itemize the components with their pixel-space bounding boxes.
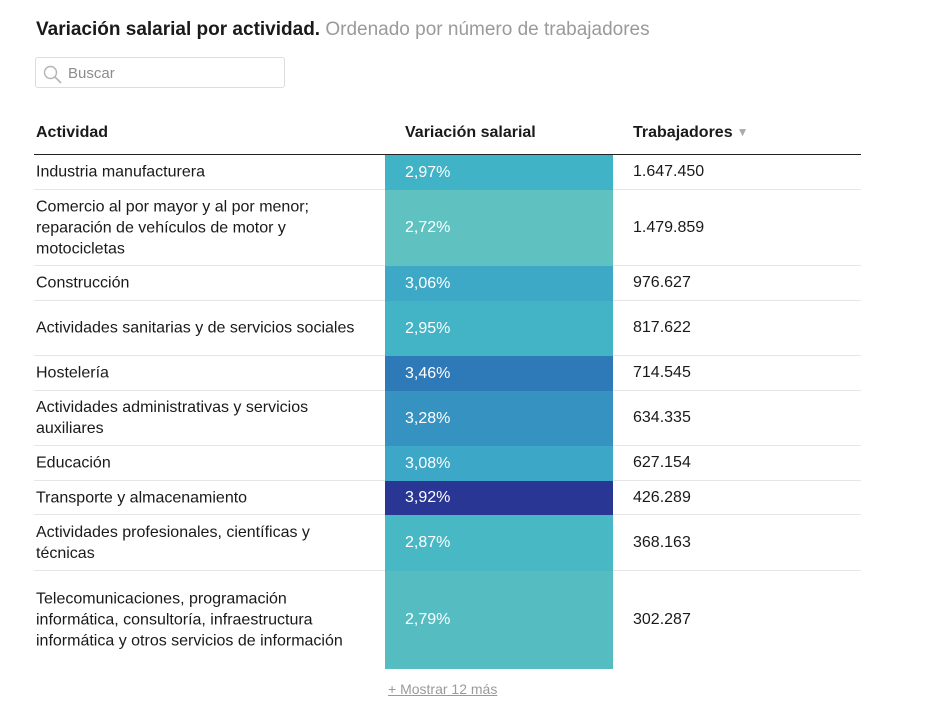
cell-trabajadores: 1.647.450 bbox=[633, 163, 705, 180]
show-more-link[interactable]: + Mostrar 12 más bbox=[388, 681, 498, 697]
data-table: Actividad Variación salarial Trabajadore… bbox=[34, 113, 861, 669]
cell-variacion: 2,87% bbox=[385, 515, 613, 571]
search-box[interactable] bbox=[35, 57, 285, 88]
cell-variacion: 2,95% bbox=[385, 301, 613, 356]
table-row: Transporte y almacenamiento 3,92% 426.289 bbox=[34, 481, 861, 515]
table-row: Actividades profesionales, científicas y… bbox=[34, 515, 861, 571]
cell-trabajadores: 426.289 bbox=[633, 488, 691, 506]
column-header-variacion[interactable]: Variación salarial bbox=[405, 124, 536, 141]
cell-actividad: Hostelería bbox=[36, 364, 109, 382]
table-row: Hostelería 3,46% 714.545 bbox=[34, 356, 861, 391]
table-row: Telecomunicaciones, programación informá… bbox=[34, 571, 861, 669]
title-subtitle: Ordenado por número de trabajadores bbox=[325, 19, 650, 40]
table-body: Industria manufacturera 2,97% 1.647.450 Com… bbox=[34, 155, 861, 669]
cell-variacion: 3,28% bbox=[385, 391, 613, 446]
cell-variacion: 2,72% bbox=[385, 190, 613, 266]
cell-trabajadores: 817.622 bbox=[633, 319, 691, 336]
cell-trabajadores: 368.163 bbox=[633, 533, 691, 551]
cell-trabajadores: 302.287 bbox=[633, 610, 691, 628]
cell-trabajadores: 714.545 bbox=[633, 364, 691, 381]
cell-variacion: 3,46% bbox=[385, 356, 613, 391]
column-header-trabajadores-label: Trabajadores bbox=[633, 124, 733, 141]
table-row: Construcción 3,06% 976.627 bbox=[34, 266, 861, 301]
table-row: Actividades administrativas y servicios … bbox=[34, 391, 861, 446]
table-header: Actividad Variación salarial Trabajadore… bbox=[34, 113, 861, 155]
cell-trabajadores: 634.335 bbox=[633, 409, 691, 426]
cell-actividad: Educación bbox=[36, 454, 111, 472]
cell-trabajadores: 976.627 bbox=[633, 274, 691, 291]
cell-actividad: Actividades profesionales, científicas y… bbox=[36, 523, 310, 562]
cell-trabajadores: 1.479.859 bbox=[633, 218, 705, 236]
sort-desc-icon: ▼ bbox=[736, 125, 749, 139]
cell-actividad: Actividades sanitarias y de servicios so… bbox=[36, 319, 355, 337]
table-row: Actividades sanitarias y de servicios so… bbox=[34, 301, 861, 356]
search-input[interactable] bbox=[68, 62, 278, 84]
title-main: Variación salarial por actividad. bbox=[36, 19, 321, 40]
cell-variacion: 3,08% bbox=[385, 446, 613, 481]
cell-variacion: 3,06% bbox=[385, 266, 613, 301]
cell-variacion: 2,79% bbox=[385, 571, 613, 669]
search-icon bbox=[43, 65, 62, 84]
table-row: Industria manufacturera 2,97% 1.647.450 bbox=[34, 155, 861, 190]
cell-actividad: Construcción bbox=[36, 274, 130, 292]
cell-actividad: Industria manufacturera bbox=[36, 163, 205, 181]
table-row: Comercio al por mayor y al por menor; re… bbox=[34, 190, 861, 266]
table-row: Educación 3,08% 627.154 bbox=[34, 446, 861, 481]
cell-trabajadores: 627.154 bbox=[633, 454, 691, 471]
column-header-actividad[interactable]: Actividad bbox=[36, 124, 109, 141]
cell-actividad: Transporte y almacenamiento bbox=[36, 489, 248, 506]
cell-variacion: 2,97% bbox=[385, 155, 613, 190]
cell-variacion: 3,92% bbox=[385, 481, 613, 515]
column-header-trabajadores[interactable]: Trabajadores ▼ bbox=[633, 124, 749, 142]
chart-title: Variación salarial por actividad. Ordena… bbox=[36, 19, 650, 41]
cell-actividad: Telecomunicaciones, programación informá… bbox=[36, 590, 343, 649]
cell-actividad: Comercio al por mayor y al por menor; re… bbox=[36, 198, 309, 257]
cell-actividad: Actividades administrativas y servicios … bbox=[36, 399, 309, 437]
